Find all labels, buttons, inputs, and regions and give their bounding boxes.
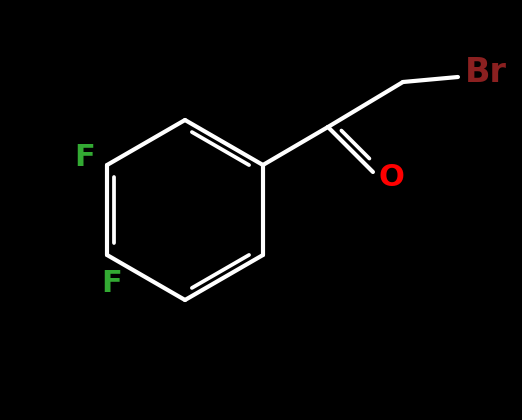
Text: F: F — [75, 142, 96, 171]
Text: Br: Br — [465, 55, 507, 89]
Text: F: F — [102, 268, 123, 297]
Text: O: O — [378, 163, 404, 192]
